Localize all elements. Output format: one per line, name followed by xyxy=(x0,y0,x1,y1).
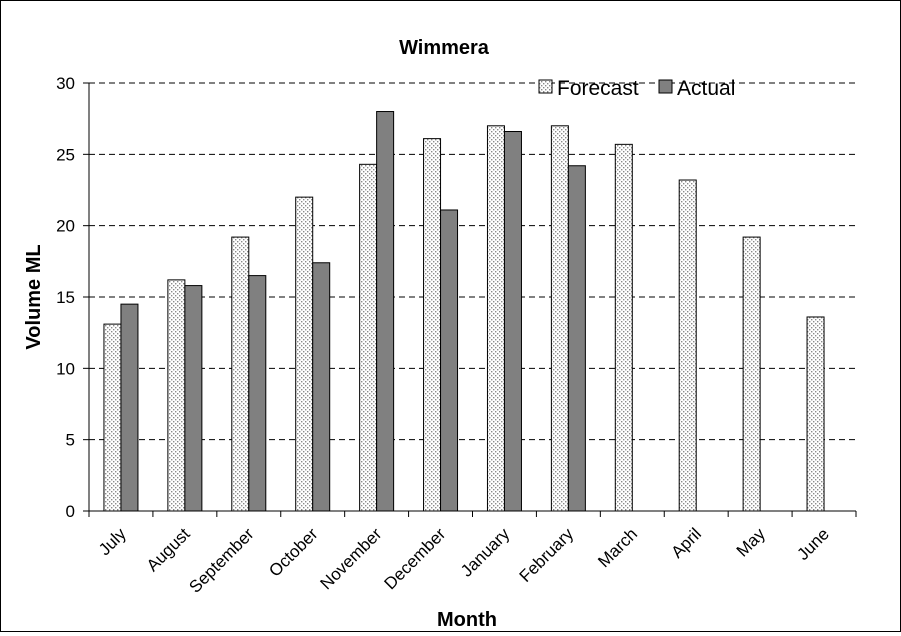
y-tick-label: 15 xyxy=(56,288,75,307)
x-tick-label: November xyxy=(317,524,386,593)
y-tick-label: 25 xyxy=(56,145,75,164)
legend-label-forecast: Forecast xyxy=(557,77,639,100)
chart-title: Wimmera xyxy=(399,37,490,59)
gridlines xyxy=(89,82,856,441)
x-tick-label: September xyxy=(185,524,257,596)
bar-actual-november xyxy=(376,111,395,512)
bar-forecast-june xyxy=(806,316,825,512)
y-tick-label: 30 xyxy=(56,74,75,93)
bar-forecast-july xyxy=(103,323,122,512)
x-tick-label: May xyxy=(733,524,769,560)
bar-forecast-september xyxy=(231,236,250,512)
bar-forecast-august xyxy=(167,279,186,512)
bar-actual-july xyxy=(120,303,139,512)
y-tick-label: 20 xyxy=(56,217,75,236)
x-tick-label: February xyxy=(516,524,578,586)
bar-forecast-december xyxy=(423,138,442,512)
x-tick-label: July xyxy=(95,524,130,559)
bar-forecast-february xyxy=(550,125,569,512)
x-tick-label: October xyxy=(265,524,321,580)
bar-actual-september xyxy=(248,275,267,512)
y-axis-title: Volume ML xyxy=(23,244,45,349)
y-tick-label: 10 xyxy=(56,359,75,378)
y-tick-labels: 0 5 10 15 20 25 30 xyxy=(56,74,89,521)
x-tick-label: April xyxy=(668,524,705,561)
bar-forecast-october xyxy=(295,196,314,512)
bar-forecast-january xyxy=(486,125,505,512)
y-tick-label: 0 xyxy=(66,502,75,521)
bar-forecast-march xyxy=(614,143,633,512)
x-tick-label: January xyxy=(457,524,514,581)
legend-label-actual: Actual xyxy=(677,77,735,100)
bar-actual-january xyxy=(503,131,522,512)
x-tick-label: March xyxy=(594,524,641,571)
legend-swatch-actual xyxy=(658,79,673,94)
legend-swatch-forecast xyxy=(538,79,553,94)
x-tick-label: June xyxy=(793,524,833,564)
bar-actual-october xyxy=(312,262,331,512)
bar-forecast-april xyxy=(678,179,697,512)
x-tick-label: August xyxy=(143,524,194,575)
legend: Forecast Actual xyxy=(538,77,735,100)
bars xyxy=(103,111,825,512)
x-tick-label: December xyxy=(380,524,449,593)
bar-actual-february xyxy=(567,165,586,512)
bar-forecast-may xyxy=(742,236,761,512)
y-tick-label: 5 xyxy=(66,431,75,450)
bar-actual-august xyxy=(184,285,203,512)
x-axis-title: Month xyxy=(437,609,497,631)
bar-forecast-november xyxy=(359,163,378,512)
bar-actual-december xyxy=(440,209,459,512)
